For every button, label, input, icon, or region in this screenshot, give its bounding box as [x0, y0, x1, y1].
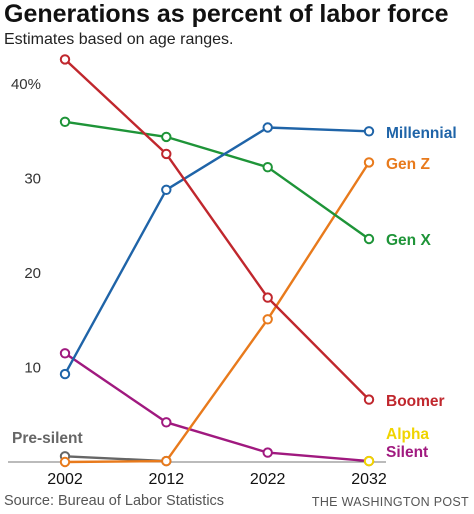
data-point-gen-x-2012 — [161, 131, 172, 143]
series-line-boomer — [64, 58, 370, 401]
y-tick-label-20: 20 — [24, 265, 41, 282]
data-point-silent-2022 — [262, 447, 273, 458]
chart-title: Generations as percent of labor force — [4, 0, 449, 28]
x-tick-label-2002: 2002 — [47, 471, 83, 488]
x-tick-label-2012: 2012 — [149, 471, 185, 488]
data-point-silent-2012 — [161, 417, 172, 428]
data-point-millennial-2002 — [59, 368, 71, 380]
series-label-silent: Silent — [386, 444, 428, 461]
source-note: Source: Bureau of Labor Statistics — [4, 493, 225, 509]
data-point-gen-x-2032 — [363, 233, 375, 245]
data-point-boomer-2032 — [363, 394, 375, 405]
y-tick-label-10: 10 — [24, 360, 41, 377]
series-label-millennial: Millennial — [386, 125, 457, 142]
data-point-millennial-2032 — [363, 126, 375, 137]
series-label-pre-silent: Pre-silent — [12, 430, 83, 447]
x-tick-label-2022: 2022 — [250, 471, 286, 488]
data-point-boomer-2022 — [262, 292, 273, 303]
series-line-gen-z — [64, 161, 371, 464]
y-tick-label-30: 30 — [24, 171, 41, 188]
data-point-gen-x-2022 — [262, 162, 273, 173]
publisher-credit: THE WASHINGTON POST — [311, 495, 469, 509]
data-point-millennial-2022 — [262, 122, 273, 133]
series-line-millennial — [63, 126, 370, 375]
data-point-alpha-2032 — [363, 455, 375, 467]
chart-subtitle: Estimates based on age ranges. — [4, 31, 234, 48]
data-point-silent-2002 — [59, 348, 71, 359]
series-label-alpha: Alpha — [386, 426, 429, 443]
series-line-gen-x — [64, 120, 370, 240]
x-tick-label-2032: 2032 — [351, 471, 387, 488]
data-point-gen-z-2022 — [262, 314, 273, 325]
series-label-gen-x: Gen X — [386, 232, 431, 249]
data-point-gen-x-2002 — [59, 116, 71, 128]
data-point-boomer-2012 — [161, 148, 172, 160]
data-point-gen-z-2032 — [363, 157, 375, 168]
y-tick-label-40: 40% — [11, 76, 41, 93]
data-point-millennial-2012 — [161, 184, 172, 196]
series-label-boomer: Boomer — [386, 393, 445, 410]
data-point-gen-z-2002 — [59, 456, 71, 468]
data-point-boomer-2002 — [59, 54, 71, 65]
data-point-gen-z-2012 — [161, 455, 172, 467]
series-label-gen-z: Gen Z — [386, 156, 430, 173]
series-line-silent — [64, 352, 370, 463]
